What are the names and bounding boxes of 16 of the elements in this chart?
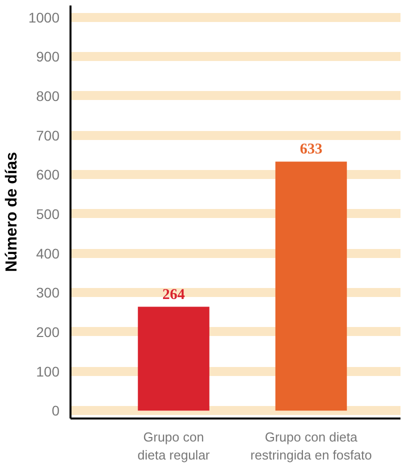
y-tick-label: 200 <box>36 324 60 340</box>
data-label: 264 <box>162 286 186 303</box>
y-tick-label: 400 <box>36 245 60 262</box>
y-tick-label: 100 <box>36 363 60 380</box>
y-tick-label: 500 <box>36 206 60 222</box>
data-label: 633 <box>300 142 322 158</box>
y-tick-label: 1000 <box>28 9 60 26</box>
y-tick-label: 700 <box>36 127 60 144</box>
y-tick-label: 900 <box>36 48 60 65</box>
y-tick-label: 600 <box>36 166 60 183</box>
y-tick-label: 300 <box>36 284 60 301</box>
y-axis-title: Número de días <box>3 152 20 272</box>
y-tick-label: 800 <box>36 88 60 104</box>
x-tick-label: Grupo con dieta restringida en fosfato <box>250 430 372 462</box>
y-tick-label: 0 <box>52 402 60 419</box>
x-tick-label: Grupo con dieta regular <box>137 430 210 462</box>
